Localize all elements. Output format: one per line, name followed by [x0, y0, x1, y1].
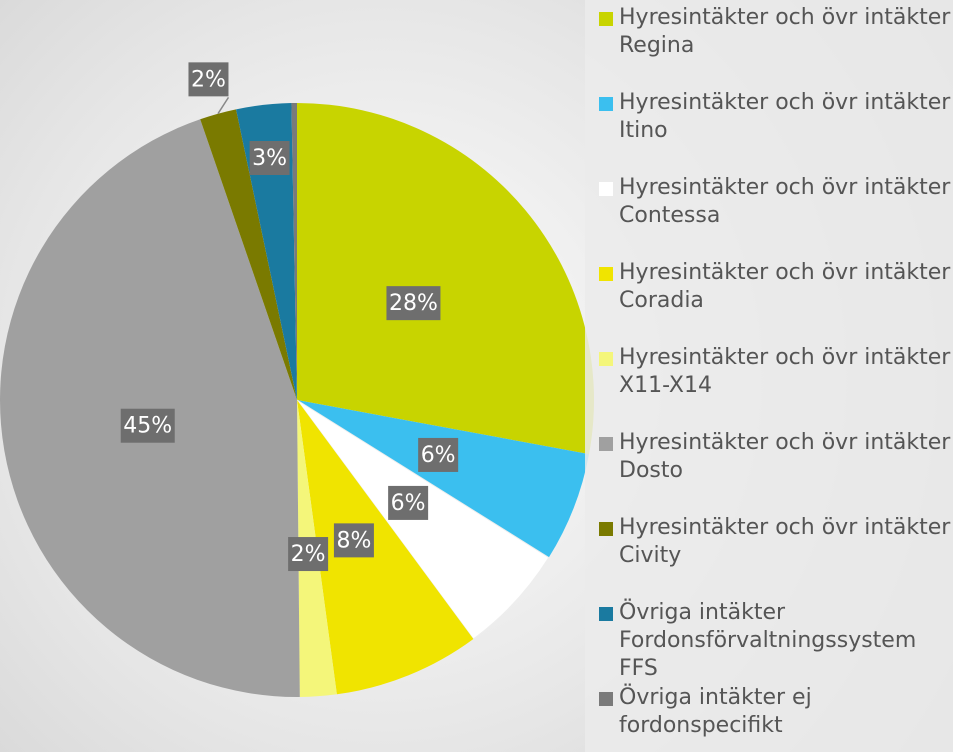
legend-label: Hyresintäkter och övr intäkter X11-X14: [619, 345, 951, 398]
legend-swatch: [599, 352, 613, 366]
data-label-box: [288, 537, 329, 572]
legend-label: Hyresintäkter och övr intäkter Coradia: [619, 260, 951, 313]
data-label: 45%: [123, 414, 172, 439]
pie-slice: [297, 400, 474, 695]
data-label-box: [388, 485, 429, 520]
legend-item: Hyresintäkter och övr intäkter Regina: [597, 4, 953, 60]
legend-label: Övriga intäkter Fordonsförvaltningssyste…: [619, 600, 917, 681]
legend-item: Hyresintäkter och övr intäkter Dosto: [597, 429, 953, 485]
legend-item: Hyresintäkter och övr intäkter Civity: [597, 514, 953, 570]
data-label: 2%: [191, 67, 226, 92]
pie-slice: [200, 109, 297, 400]
legend-swatch: [599, 267, 613, 281]
data-label: 6%: [391, 491, 426, 516]
data-label: 6%: [421, 443, 456, 468]
legend-item: Övriga intäkter Fordonsförvaltningssyste…: [597, 599, 953, 683]
data-label-box: [333, 523, 374, 558]
pie-slice: [297, 400, 590, 558]
legend-item: Hyresintäkter och övr intäkter Contessa: [597, 174, 953, 230]
leader-line: [217, 96, 230, 115]
data-label-box: [386, 286, 441, 321]
legend-swatch: [599, 522, 613, 536]
data-label-box: [249, 141, 290, 176]
data-label: 3%: [252, 146, 287, 171]
legend-item: Övriga intäkter ej fordonspecifikt: [597, 684, 953, 740]
legend-label: Hyresintäkter och övr intäkter Contessa: [619, 175, 951, 228]
pie-slice: [236, 103, 297, 401]
legend-label: Hyresintäkter och övr intäkter Regina: [619, 5, 951, 58]
data-label-box: [418, 437, 459, 472]
legend-swatch: [599, 12, 613, 26]
data-label-box: [120, 408, 175, 443]
legend-label: Hyresintäkter och övr intäkter Dosto: [619, 430, 951, 483]
data-label: 28%: [389, 291, 438, 316]
legend-item: Hyresintäkter och övr intäkter Itino: [597, 89, 953, 145]
legend-item: Hyresintäkter och övr intäkter X11-X14: [597, 344, 953, 400]
legend: Hyresintäkter och övr intäkter Regina Hyr…: [585, 0, 953, 752]
legend-swatch: [599, 182, 613, 196]
legend-label: Övriga intäkter ej fordonspecifikt: [619, 685, 812, 738]
legend-swatch: [599, 437, 613, 451]
pie-slice: [297, 103, 594, 455]
legend-label: Hyresintäkter och övr intäkter Civity: [619, 515, 951, 568]
data-label: 8%: [336, 528, 371, 553]
legend-swatch: [599, 692, 613, 706]
data-label: 2%: [291, 542, 326, 567]
pie-slice: [291, 103, 297, 400]
legend-item: Hyresintäkter och övr intäkter Coradia: [597, 259, 953, 315]
legend-swatch: [599, 607, 613, 621]
legend-label: Hyresintäkter och övr intäkter Itino: [619, 90, 951, 143]
pie-slice: [0, 119, 300, 697]
legend-swatch: [599, 97, 613, 111]
data-label-box: [188, 62, 229, 97]
